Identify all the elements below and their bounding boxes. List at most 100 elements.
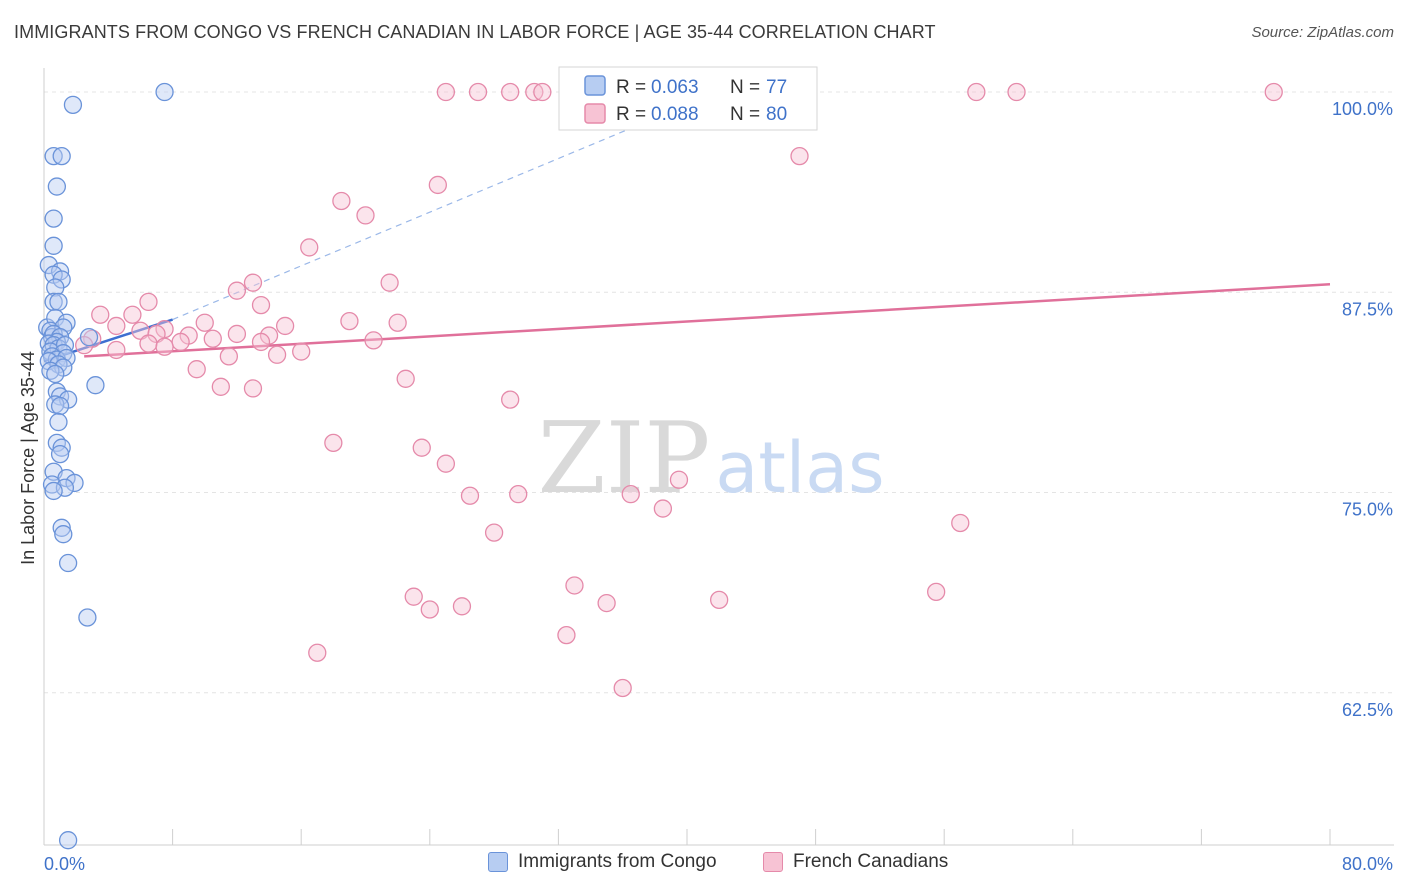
point-french-canadians bbox=[227, 324, 247, 344]
point-french-canadians bbox=[251, 332, 271, 352]
point-french-canadians bbox=[364, 331, 383, 350]
point-congo bbox=[44, 481, 63, 501]
legend-label-congo: Immigrants from Congo bbox=[518, 851, 717, 872]
chart-title: IMMIGRANTS FROM CONGO VS FRENCH CANADIAN… bbox=[14, 22, 936, 42]
y-tick-label: 100.0% bbox=[1332, 99, 1393, 119]
point-congo bbox=[52, 438, 71, 457]
legend-blue-r-value: 0.063 bbox=[651, 77, 699, 98]
point-congo bbox=[44, 209, 63, 228]
legend-item-congo: Immigrants from Congo bbox=[488, 851, 717, 873]
point-french-canadians bbox=[420, 600, 439, 619]
point-french-canadians bbox=[356, 206, 375, 225]
point-congo bbox=[50, 444, 70, 464]
point-french-canadians bbox=[967, 82, 986, 102]
point-congo bbox=[79, 327, 99, 347]
point-french-canadians bbox=[436, 454, 456, 473]
legend-pink-r-value: 0.088 bbox=[651, 104, 699, 125]
point-congo bbox=[86, 376, 105, 395]
point-congo bbox=[63, 95, 83, 114]
point-french-canadians bbox=[91, 305, 110, 324]
y-axis-label: In Labor Force | Age 35-44 bbox=[18, 351, 38, 565]
legend-swatch-french-canadians bbox=[763, 852, 783, 872]
point-french-canadians bbox=[243, 379, 263, 398]
point-french-canadians bbox=[107, 316, 126, 336]
point-french-canadians bbox=[107, 340, 126, 360]
point-french-canadians bbox=[621, 484, 640, 504]
point-french-canadians bbox=[927, 582, 946, 602]
point-french-canadians bbox=[452, 597, 472, 616]
point-congo bbox=[55, 478, 75, 497]
point-french-canadians bbox=[267, 345, 287, 364]
point-congo bbox=[49, 292, 68, 312]
y-tick-label: 75.0% bbox=[1342, 500, 1393, 520]
trend-line-french-canadians bbox=[84, 283, 1331, 358]
watermark: ZIP atlas bbox=[538, 402, 885, 516]
point-congo bbox=[47, 177, 67, 196]
legend-pink-n-label: N = bbox=[730, 104, 765, 125]
point-french-canadians bbox=[308, 643, 327, 662]
x-tick-label: 80.0% bbox=[1342, 854, 1393, 874]
legend-item-french-canadians: French Canadians bbox=[763, 851, 948, 873]
point-congo bbox=[46, 364, 65, 384]
point-french-canadians bbox=[790, 146, 809, 166]
point-french-canadians bbox=[139, 334, 158, 353]
point-french-canadians bbox=[332, 191, 351, 211]
series-french-canadians bbox=[75, 82, 1283, 698]
point-congo bbox=[65, 473, 84, 493]
x-tick-label: 0.0% bbox=[44, 854, 85, 874]
point-french-canadians bbox=[501, 390, 520, 409]
point-congo bbox=[39, 255, 58, 275]
point-french-canadians bbox=[396, 369, 415, 388]
point-french-canadians bbox=[501, 82, 520, 102]
point-french-canadians bbox=[251, 295, 271, 315]
series-immigrants-from-congo bbox=[38, 82, 174, 850]
legend-label-french-canadians: French Canadians bbox=[793, 851, 949, 872]
legend-swatch-pink bbox=[584, 103, 606, 124]
point-french-canadians bbox=[171, 332, 190, 352]
point-french-canadians bbox=[340, 311, 359, 331]
point-french-canadians bbox=[468, 82, 488, 102]
trend-lines bbox=[43, 104, 1331, 363]
point-french-canadians bbox=[388, 313, 407, 332]
y-tick-label: 87.5% bbox=[1342, 299, 1393, 319]
point-congo bbox=[52, 146, 71, 166]
legend-swatch-congo bbox=[488, 852, 508, 872]
point-french-canadians bbox=[669, 470, 689, 489]
point-french-canadians bbox=[195, 313, 214, 332]
point-french-canadians bbox=[557, 625, 576, 645]
point-french-canadians bbox=[203, 329, 222, 348]
point-french-canadians bbox=[380, 273, 399, 292]
point-congo bbox=[52, 518, 71, 537]
legend-blue-n-value: 77 bbox=[766, 77, 787, 98]
point-french-canadians bbox=[275, 316, 295, 336]
point-french-canadians bbox=[436, 82, 456, 102]
point-french-canadians bbox=[404, 587, 423, 606]
point-congo bbox=[49, 412, 68, 432]
point-french-canadians bbox=[139, 292, 158, 312]
point-congo bbox=[50, 396, 70, 416]
point-congo bbox=[78, 608, 97, 627]
point-french-canadians bbox=[227, 281, 247, 300]
legend-pink-r-label: R = bbox=[616, 104, 651, 125]
watermark-atlas: atlas bbox=[715, 427, 884, 509]
point-french-canadians bbox=[533, 82, 552, 102]
chart-source: Source: ZipAtlas.com bbox=[1251, 24, 1394, 41]
tick-labels: 100.0% 87.5% 75.0% 62.5% 0.0% 80.0% bbox=[44, 99, 1393, 874]
point-french-canadians bbox=[155, 337, 174, 356]
y-tick-label: 62.5% bbox=[1342, 700, 1393, 720]
legend-series: Immigrants from Congo French Canadians bbox=[0, 851, 1406, 879]
point-french-canadians bbox=[710, 590, 729, 610]
point-congo bbox=[46, 278, 65, 297]
point-congo bbox=[44, 292, 63, 312]
axes bbox=[43, 68, 1394, 846]
legend-swatch-blue bbox=[584, 75, 606, 96]
point-french-canadians bbox=[324, 433, 343, 453]
point-french-canadians bbox=[484, 523, 504, 542]
point-french-canadians bbox=[1264, 82, 1283, 102]
point-french-canadians bbox=[300, 238, 319, 257]
legend-pink-n-value: 80 bbox=[766, 104, 787, 125]
point-french-canadians bbox=[243, 273, 263, 292]
point-congo bbox=[44, 236, 63, 255]
point-french-canadians bbox=[219, 347, 239, 366]
